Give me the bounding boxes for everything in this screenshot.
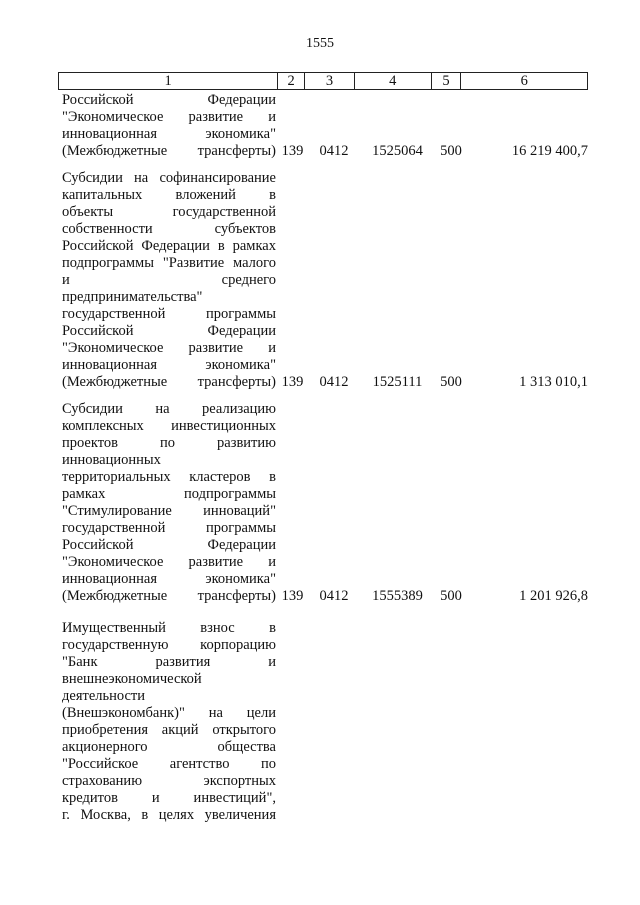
description-line: объекты государственной: [62, 204, 276, 220]
section-code: 0412: [319, 374, 349, 390]
description-line: страхованию экспортных: [62, 773, 276, 789]
description-line: подпрограммы "Развитие малого: [62, 255, 276, 271]
description-line: внешнеэкономической: [62, 671, 202, 687]
target-article-code: 1525064: [372, 143, 423, 159]
target-article-code: 1555389: [372, 588, 423, 604]
description-line: государственной программы: [62, 306, 276, 322]
chapter-code: 139: [281, 143, 304, 159]
expense-type-code: 500: [440, 374, 462, 390]
description-line: "Экономическое развитие и: [62, 340, 276, 356]
description-line: проектов по развитию: [62, 435, 276, 451]
chapter-code: [276, 807, 309, 824]
header-col-6: 6: [520, 73, 528, 89]
description-line: деятельности: [62, 688, 146, 704]
description-line: инновационная экономика": [62, 126, 276, 142]
row-description: Субсидии на реализацию комплексных инвест…: [58, 401, 276, 605]
table-body: Российской Федерации "Экономическое разви…: [58, 92, 588, 824]
table-header: 1 2 3 4 5 6: [58, 72, 588, 90]
section-code: 0412: [319, 143, 349, 159]
description-line: комплексных инвестиционных: [62, 418, 276, 434]
description-line: приобретения акций открытого: [62, 722, 276, 738]
table-row: Российской Федерации "Экономическое разви…: [58, 92, 588, 160]
amount: 16 219 400,7: [511, 143, 588, 159]
description-line: Российской Федерации: [62, 323, 276, 339]
row-description: Имущественный взнос в государственную кор…: [58, 620, 276, 824]
page-number: 1555: [306, 36, 334, 51]
expense-type-code: 500: [440, 588, 462, 604]
description-line: и среднего: [62, 272, 276, 288]
description-line: капитальных вложений в: [62, 187, 276, 203]
description-line: (Межбюджетные трансферты): [62, 143, 276, 159]
table-row: Субсидии на реализацию комплексных инвест…: [58, 401, 588, 605]
chapter-code: 139: [281, 374, 304, 390]
table-row: Имущественный взнос в государственную кор…: [58, 620, 588, 824]
description-line: предпринимательства": [62, 289, 203, 305]
description-line: Имущественный взнос в: [62, 620, 276, 636]
description-line: кредитов и инвестиций",: [62, 790, 276, 806]
description-line: (Межбюджетные трансферты): [62, 588, 276, 604]
description-line: государственной программы: [62, 520, 276, 536]
expense-type-code: 500: [440, 143, 462, 159]
description-line: территориальных кластеров в: [62, 469, 276, 485]
description-line: собственности субъектов: [62, 221, 276, 237]
chapter-code: 139: [281, 588, 304, 604]
description-line: Российской Федерации: [62, 537, 276, 553]
expense-type-code: [436, 807, 466, 824]
description-line: инновационная экономика": [62, 571, 276, 587]
description-line: г. Москва, в целях увеличения: [62, 807, 276, 823]
description-line: "Экономическое развитие и: [62, 554, 276, 570]
description-line: Субсидии на реализацию: [62, 401, 276, 417]
section-code: 0412: [319, 588, 349, 604]
amount: [466, 807, 588, 824]
table-row: Субсидии на софинансирование капитальных …: [58, 170, 588, 391]
row-description: Субсидии на софинансирование капитальных …: [58, 170, 276, 391]
description-line: инновационная экономика": [62, 357, 276, 373]
description-line: (Внешэкономбанк)" на цели: [62, 705, 276, 721]
section-code: [309, 807, 359, 824]
header-col-5: 5: [432, 73, 462, 89]
header-col-4: 4: [355, 73, 432, 89]
description-line: рамках подпрограммы: [62, 486, 276, 502]
row-description: Российской Федерации "Экономическое разви…: [58, 92, 276, 160]
description-line: государственную корпорацию: [62, 637, 276, 653]
description-line: инновационных: [62, 452, 161, 468]
header-col-2: 2: [278, 73, 306, 89]
description-line: акционерного общества: [62, 739, 276, 755]
amount: 1 201 926,8: [519, 588, 588, 604]
description-line: Субсидии на софинансирование: [62, 170, 276, 186]
target-article-code: [359, 807, 436, 824]
description-line: (Межбюджетные трансферты): [62, 374, 276, 390]
description-line: Российской Федерации в рамках: [62, 238, 276, 254]
description-line: "Экономическое развитие и: [62, 109, 276, 125]
description-line: "Банк развития и: [62, 654, 276, 670]
amount: 1 313 010,1: [519, 374, 588, 390]
header-col-1: 1: [59, 73, 279, 89]
target-article-code: 1525111: [372, 374, 423, 390]
description-line: "Стимулирование инноваций": [62, 503, 276, 519]
header-col-3: 3: [305, 73, 355, 89]
description-line: "Российское агентство по: [62, 756, 276, 772]
description-line: Российской Федерации: [62, 92, 276, 108]
